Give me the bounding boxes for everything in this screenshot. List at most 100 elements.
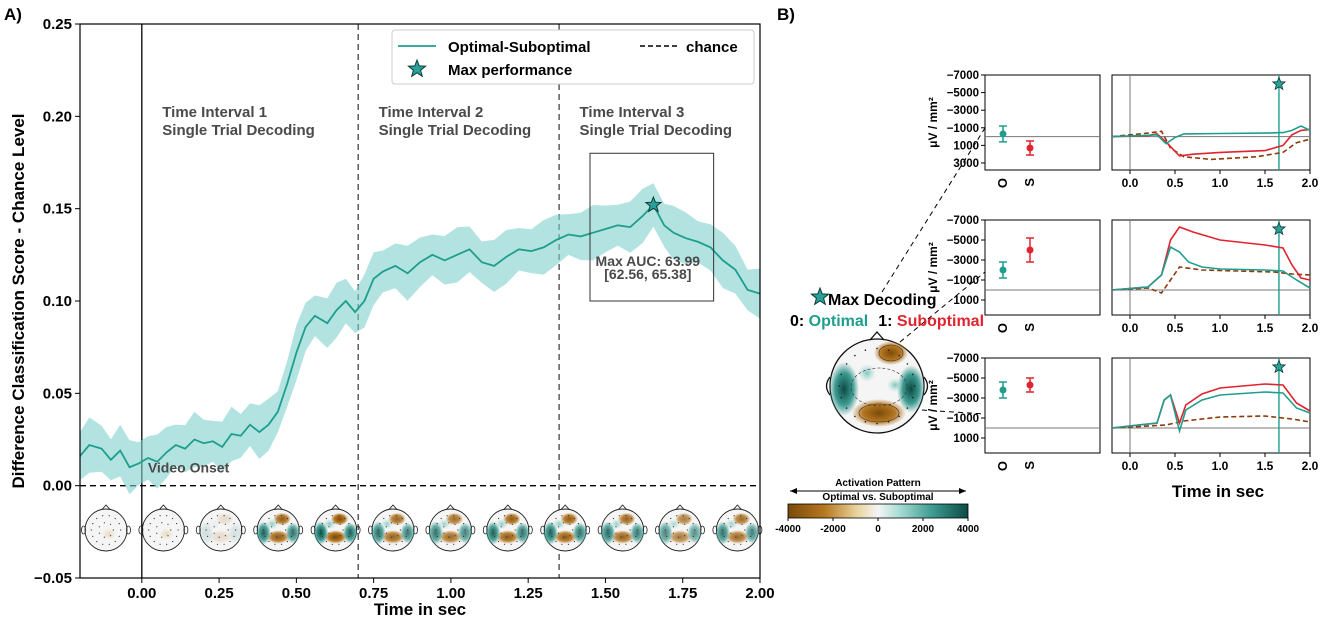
series-line-optimal-suboptimal [79,203,761,469]
point-mean [999,130,1007,138]
y-tick-label: 0.10 [43,293,72,310]
panel-a-reference-lines [80,24,760,578]
sensor-dot [207,535,209,538]
topomap-blob-light [438,518,451,530]
colorbar-tick-label: 4000 [957,524,980,535]
sensor-dot [511,523,513,525]
sensor-dot [446,543,448,545]
sensor-dot [887,349,890,352]
topomap [482,504,533,552]
x-tick-label: 1.0 [1212,459,1229,473]
sensor-dot [338,543,340,545]
y-tick-label: 1000 [953,433,979,445]
timecourse-frame [1111,219,1311,316]
sensor-dot [692,523,694,525]
sensor-dot [325,517,327,520]
panel-a-letter: A) [4,5,22,24]
sensor-dot [631,517,633,520]
sensor-dot [558,526,560,528]
sensor-dot [551,523,553,525]
colorbar-tick-label: -2000 [820,524,846,535]
sensor-dot [520,523,522,525]
sensor-dot [397,523,399,525]
legend-entry-max-performance: Max performance [448,62,572,79]
sensor-dot [176,535,178,538]
sensor-dot [159,515,161,517]
sensor-dot [567,515,570,517]
sensor-dot [379,523,381,525]
sensor-dot [898,354,900,357]
category-tick-label: S [1022,323,1037,332]
topomap-blob-teal [256,521,271,545]
sensor-dot [148,529,150,531]
x-tick-label: 2.0 [1302,459,1319,473]
point-mean [1026,381,1034,389]
sensor-dot [108,515,110,517]
sensor-dot [686,529,689,531]
sensor-dot [887,421,890,423]
contour-line [850,367,908,407]
sensor-dot [561,543,563,545]
point-mean [999,266,1007,274]
class1-prefix: 1: [878,313,897,330]
y-axis-label: μV / mm² [926,380,940,431]
sensor-dot [453,515,455,517]
connector-line-bottom [921,409,986,415]
panel-b-rows: O S −7000 −5000 −3000 −1000 1000 3000 μV / mm² 0.… [926,70,1319,473]
x-tick-label: 1.5 [1257,459,1274,473]
topomap-nose [388,504,398,510]
topomap-nose [446,504,455,510]
sensor-dot [149,535,151,538]
sensor-dot [672,532,675,534]
sensor-dot [498,540,500,543]
sensor-dot [233,523,235,525]
x-tick-label: 1.75 [668,585,697,602]
sensor-dot [161,536,163,538]
legend-entry-chance: chance [686,39,738,56]
legend-entry-optimal-suboptimal: Optimal-Suboptimal [448,39,591,56]
sensor-dot [563,522,565,524]
sensor-dot [906,407,909,409]
x-tick-label: 0.0 [1122,459,1139,473]
erp-row-1: O S −7000 −5000 −3000 −1000 1000 3000 μV / mm² 0.… [926,70,1319,190]
colorbar-gradient [787,503,969,519]
sensor-dot [118,535,120,538]
sensor-dot [735,522,737,524]
sensor-dot [348,523,350,525]
sensor-dot [333,522,335,524]
sensor-dot [338,515,340,517]
sensor-dot [229,540,231,543]
head-nose [869,331,885,341]
topomap-blob-teal [515,522,530,544]
sensor-dot [730,532,732,534]
sensor-dot [626,535,628,537]
sensor-dot [740,543,742,545]
sensor-dot [615,532,617,534]
y-tick-label: −0.05 [34,570,72,587]
y-tick-label: 0.00 [43,478,72,495]
topomap-blob-brown [438,530,462,544]
sensor-dot [218,522,220,524]
sensor-dot [744,529,746,531]
sensor-dot [459,540,461,543]
x-tick-label: 1.5 [1257,176,1274,190]
sensor-dot [170,529,172,531]
topomap-blob-teal [400,522,416,544]
pattern-blob-center [887,378,903,392]
sensor-dot [682,515,684,517]
sensor-dot [631,540,633,543]
topomap-ear-left [138,525,144,535]
sensor-dot [149,523,151,525]
topomap [712,504,763,552]
sensor-dot [618,515,620,517]
sensor-dot [320,529,322,531]
sensor-dot [227,529,229,531]
y-tick-label: −1000 [947,275,979,287]
topomap-nose [675,504,685,510]
sensor-dot [436,523,438,525]
topomap-nose [331,504,340,510]
topomap-blob-tan [101,527,117,541]
sensor-dot [618,543,620,545]
topomap [195,504,246,552]
sensor-dot [579,529,581,531]
